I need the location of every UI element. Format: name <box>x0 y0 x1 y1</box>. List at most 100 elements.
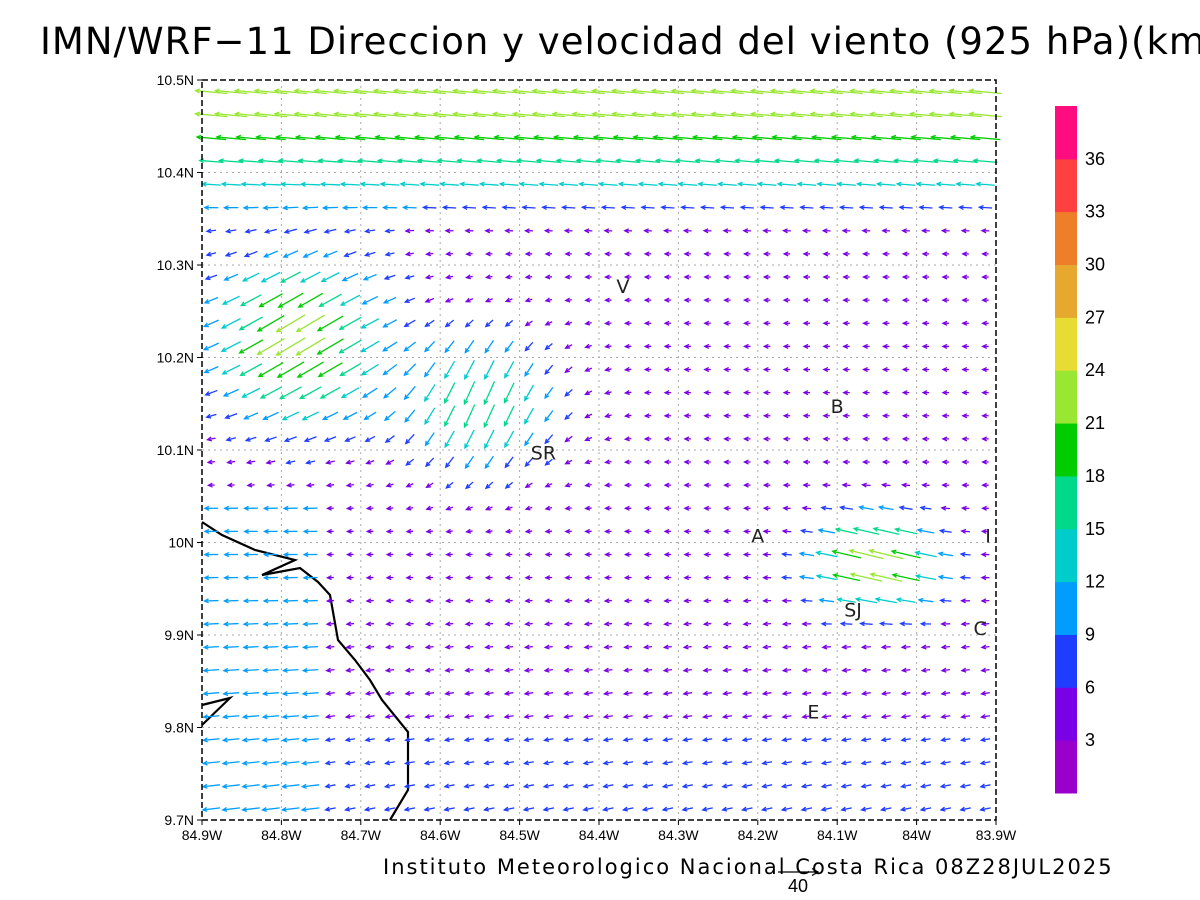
wind-vector <box>558 181 578 187</box>
wind-vector <box>361 295 379 305</box>
wind-vector <box>524 362 534 378</box>
wind-vector <box>524 320 533 327</box>
wind-vector <box>723 551 731 558</box>
wind-vector <box>881 251 890 257</box>
wind-vector <box>205 413 217 419</box>
wind-vector <box>773 158 800 164</box>
wind-vector <box>723 482 731 488</box>
wind-vector <box>364 760 376 766</box>
wind-vector <box>799 204 814 211</box>
wind-vector <box>283 436 297 443</box>
wind-vector <box>403 297 416 304</box>
wind-vector <box>464 228 474 234</box>
wind-vector <box>782 366 791 373</box>
wind-vector <box>799 528 813 534</box>
wind-vector <box>383 274 396 280</box>
wind-vector <box>262 552 278 558</box>
wind-vector <box>484 528 493 534</box>
wind-vector <box>502 806 515 812</box>
wind-vector <box>365 598 374 604</box>
wind-vector <box>425 505 434 511</box>
wind-vector <box>802 320 811 326</box>
wind-vector <box>663 413 672 419</box>
wind-vector <box>202 667 220 673</box>
wind-vector <box>703 297 711 303</box>
wind-vector <box>544 505 553 511</box>
wind-vector <box>929 134 961 141</box>
wind-vector <box>203 528 219 534</box>
wind-vector <box>483 690 494 696</box>
colorbar-segment <box>1055 264 1077 318</box>
wind-vector <box>610 111 645 118</box>
wind-vector <box>841 644 851 650</box>
wind-vector <box>762 575 772 581</box>
wind-vector <box>282 552 298 558</box>
wind-vector <box>860 760 872 766</box>
wind-vector <box>703 436 711 442</box>
wind-vector <box>522 783 535 789</box>
wind-vector <box>878 621 893 627</box>
wind-vector <box>301 411 319 421</box>
wind-vector <box>583 621 593 627</box>
wind-vector <box>542 783 554 789</box>
wind-vector <box>703 575 711 581</box>
wind-vector <box>223 528 238 534</box>
wind-vector <box>241 714 260 720</box>
wind-vector <box>384 760 395 766</box>
wind-vector <box>282 575 298 581</box>
wind-vector <box>294 134 326 141</box>
wind-vector <box>762 644 772 650</box>
wind-vector <box>204 389 218 396</box>
colorbar-tick-label: 27 <box>1085 307 1105 327</box>
wind-vector <box>203 552 219 558</box>
wind-vector <box>959 551 971 557</box>
wind-vector <box>822 251 830 257</box>
wind-vector <box>604 297 612 303</box>
wind-vector <box>503 760 515 766</box>
wind-vector <box>682 644 692 650</box>
wind-vector <box>981 390 989 396</box>
wind-vector <box>301 205 319 211</box>
wind-vector <box>491 111 526 118</box>
wind-vector <box>723 274 731 280</box>
wind-vector <box>840 737 852 743</box>
wind-vector <box>604 551 612 558</box>
wind-vector <box>960 644 970 650</box>
wind-vector <box>204 274 218 281</box>
wind-vector <box>563 667 573 673</box>
wind-vector <box>643 390 652 396</box>
wind-vector <box>262 250 279 258</box>
wind-vector <box>959 760 971 766</box>
wind-vector <box>742 251 751 257</box>
wind-vector <box>424 621 434 627</box>
wind-vector <box>769 88 804 95</box>
wind-vector <box>504 621 513 627</box>
wind-vector <box>444 405 456 428</box>
wind-vector <box>914 573 937 581</box>
wind-vector <box>404 713 415 719</box>
wind-vector <box>736 181 757 187</box>
wind-vector <box>663 251 672 257</box>
wind-vector <box>279 181 301 187</box>
wind-vector <box>623 297 632 303</box>
wind-vector <box>683 551 691 558</box>
wind-vector <box>602 760 614 766</box>
wind-vector <box>223 273 239 281</box>
wind-vector <box>979 760 991 766</box>
wind-vector <box>564 344 573 349</box>
wind-vector <box>535 158 561 164</box>
wind-vector <box>742 528 751 534</box>
wind-vector <box>901 297 910 303</box>
wind-vector <box>781 690 792 696</box>
wind-vector <box>782 228 791 234</box>
x-tick-label: 84.4W <box>579 827 620 843</box>
wind-vector <box>642 713 653 719</box>
wind-vector <box>854 597 878 604</box>
y-tick-label: 9.7N <box>164 812 194 828</box>
wind-vector <box>840 760 852 766</box>
wind-vector <box>939 783 951 789</box>
wind-vector <box>405 458 415 466</box>
wind-vector <box>524 598 533 604</box>
wind-vector <box>901 436 910 442</box>
wind-vector <box>815 574 837 581</box>
